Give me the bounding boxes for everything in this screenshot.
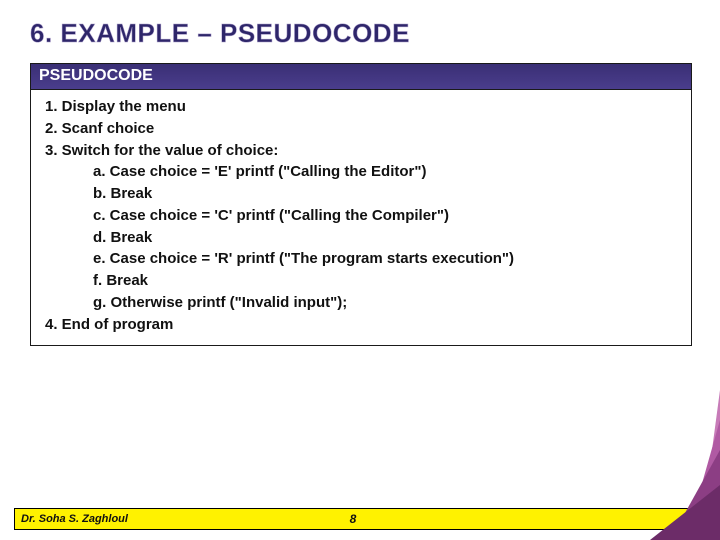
code-line: c. Case choice = 'C' printf ("Calling th… [41,205,681,227]
page-number: 8 [350,512,357,526]
pseudocode-box: PSEUDOCODE 1. Display the menu 2. Scanf … [30,63,692,346]
code-line: g. Otherwise printf ("Invalid input"); [41,292,681,314]
code-line: a. Case choice = 'E' printf ("Calling th… [41,161,681,183]
slide: 6. EXAMPLE – PSEUDOCODE PSEUDOCODE 1. Di… [0,0,720,540]
code-line: 3. Switch for the value of choice: [41,140,681,162]
code-line: 1. Display the menu [41,96,681,118]
slide-title: 6. EXAMPLE – PSEUDOCODE [0,0,720,63]
box-header: PSEUDOCODE [31,64,691,90]
code-line: 4. End of program [41,314,681,336]
code-line: f. Break [41,270,681,292]
code-line: b. Break [41,183,681,205]
code-line: e. Case choice = 'R' printf ("The progra… [41,248,681,270]
code-line: 2. Scanf choice [41,118,681,140]
author-label: Dr. Soha S. Zaghloul [15,513,128,525]
box-body: 1. Display the menu 2. Scanf choice 3. S… [31,90,691,345]
footer-bar: Dr. Soha S. Zaghloul 8 [14,508,692,530]
code-line: d. Break [41,227,681,249]
